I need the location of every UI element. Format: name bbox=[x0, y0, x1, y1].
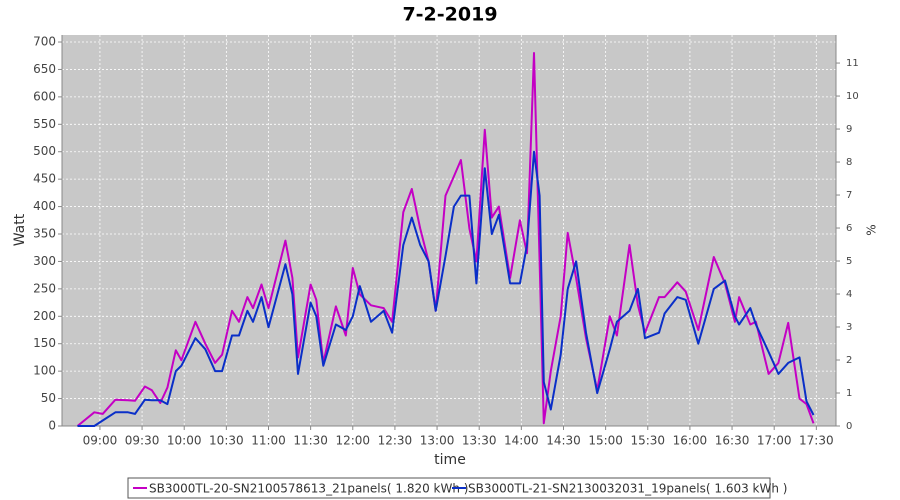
data-line bbox=[77, 150, 815, 427]
y2-tick-label: 3 bbox=[846, 322, 852, 333]
y-tick-label: 200 bbox=[33, 309, 56, 323]
legend-label: SB3000TL-20-SN2100578613_21panels( 1.820… bbox=[149, 482, 468, 496]
x-tick-label: 12:00 bbox=[335, 434, 370, 448]
y-tick-label: 550 bbox=[33, 117, 56, 131]
y2-axis-label: % bbox=[865, 224, 879, 235]
y2-tick-label: 1 bbox=[846, 388, 852, 399]
data-line bbox=[76, 52, 815, 427]
y2-tick-label: 6 bbox=[846, 223, 852, 234]
y2-tick-label: 11 bbox=[846, 58, 859, 69]
y-tick-label: 250 bbox=[33, 281, 56, 295]
x-tick-label: 10:00 bbox=[167, 434, 202, 448]
y-axis-label: Watt bbox=[12, 213, 28, 246]
x-tick-label: 17:30 bbox=[799, 434, 834, 448]
x-tick-label: 12:30 bbox=[378, 434, 413, 448]
chart-title: 7-2-2019 bbox=[402, 4, 497, 26]
legend-label: SB3000TL-21-SN2130032031_19panels( 1.603… bbox=[468, 482, 787, 496]
y2-tick-label: 10 bbox=[846, 91, 859, 102]
y-tick-label: 100 bbox=[33, 364, 56, 378]
x-tick-label: 15:30 bbox=[630, 434, 665, 448]
y-tick-label: 600 bbox=[33, 89, 56, 103]
y-tick-label: 50 bbox=[41, 391, 56, 405]
y-tick-label: 350 bbox=[33, 227, 56, 241]
y-tick-label: 0 bbox=[48, 419, 56, 433]
x-tick-label: 14:30 bbox=[546, 434, 581, 448]
y2-tick-label: 7 bbox=[846, 190, 852, 201]
y2-tick-label: 5 bbox=[846, 256, 852, 267]
y2-tick-label: 0 bbox=[846, 421, 852, 432]
y-tick-label: 700 bbox=[33, 35, 56, 49]
x-axis-label: time bbox=[434, 452, 466, 468]
x-tick-label: 11:30 bbox=[293, 434, 328, 448]
y-tick-label: 650 bbox=[33, 62, 56, 76]
y-tick-label: 150 bbox=[33, 336, 56, 350]
y-tick-label: 300 bbox=[33, 254, 56, 268]
legend bbox=[127, 477, 771, 499]
y2-tick-label: 8 bbox=[846, 157, 852, 168]
x-tick-label: 17:00 bbox=[757, 434, 792, 448]
x-tick-label: 15:00 bbox=[588, 434, 623, 448]
x-tick-label: 16:30 bbox=[715, 434, 750, 448]
x-tick-label: 14:00 bbox=[504, 434, 539, 448]
x-tick-label: 09:00 bbox=[83, 434, 118, 448]
x-tick-label: 13:30 bbox=[462, 434, 497, 448]
x-tick-label: 16:00 bbox=[673, 434, 708, 448]
y-tick-label: 450 bbox=[33, 172, 56, 186]
y2-tick-label: 4 bbox=[846, 289, 852, 300]
x-tick-label: 10:30 bbox=[209, 434, 244, 448]
y-tick-label: 500 bbox=[33, 144, 56, 158]
y2-tick-label: 9 bbox=[846, 124, 852, 135]
x-tick-label: 11:00 bbox=[251, 434, 286, 448]
y2-tick-label: 2 bbox=[846, 355, 852, 366]
y-tick-label: 400 bbox=[33, 199, 56, 213]
x-tick-label: 13:00 bbox=[420, 434, 455, 448]
x-tick-label: 09:30 bbox=[125, 434, 160, 448]
